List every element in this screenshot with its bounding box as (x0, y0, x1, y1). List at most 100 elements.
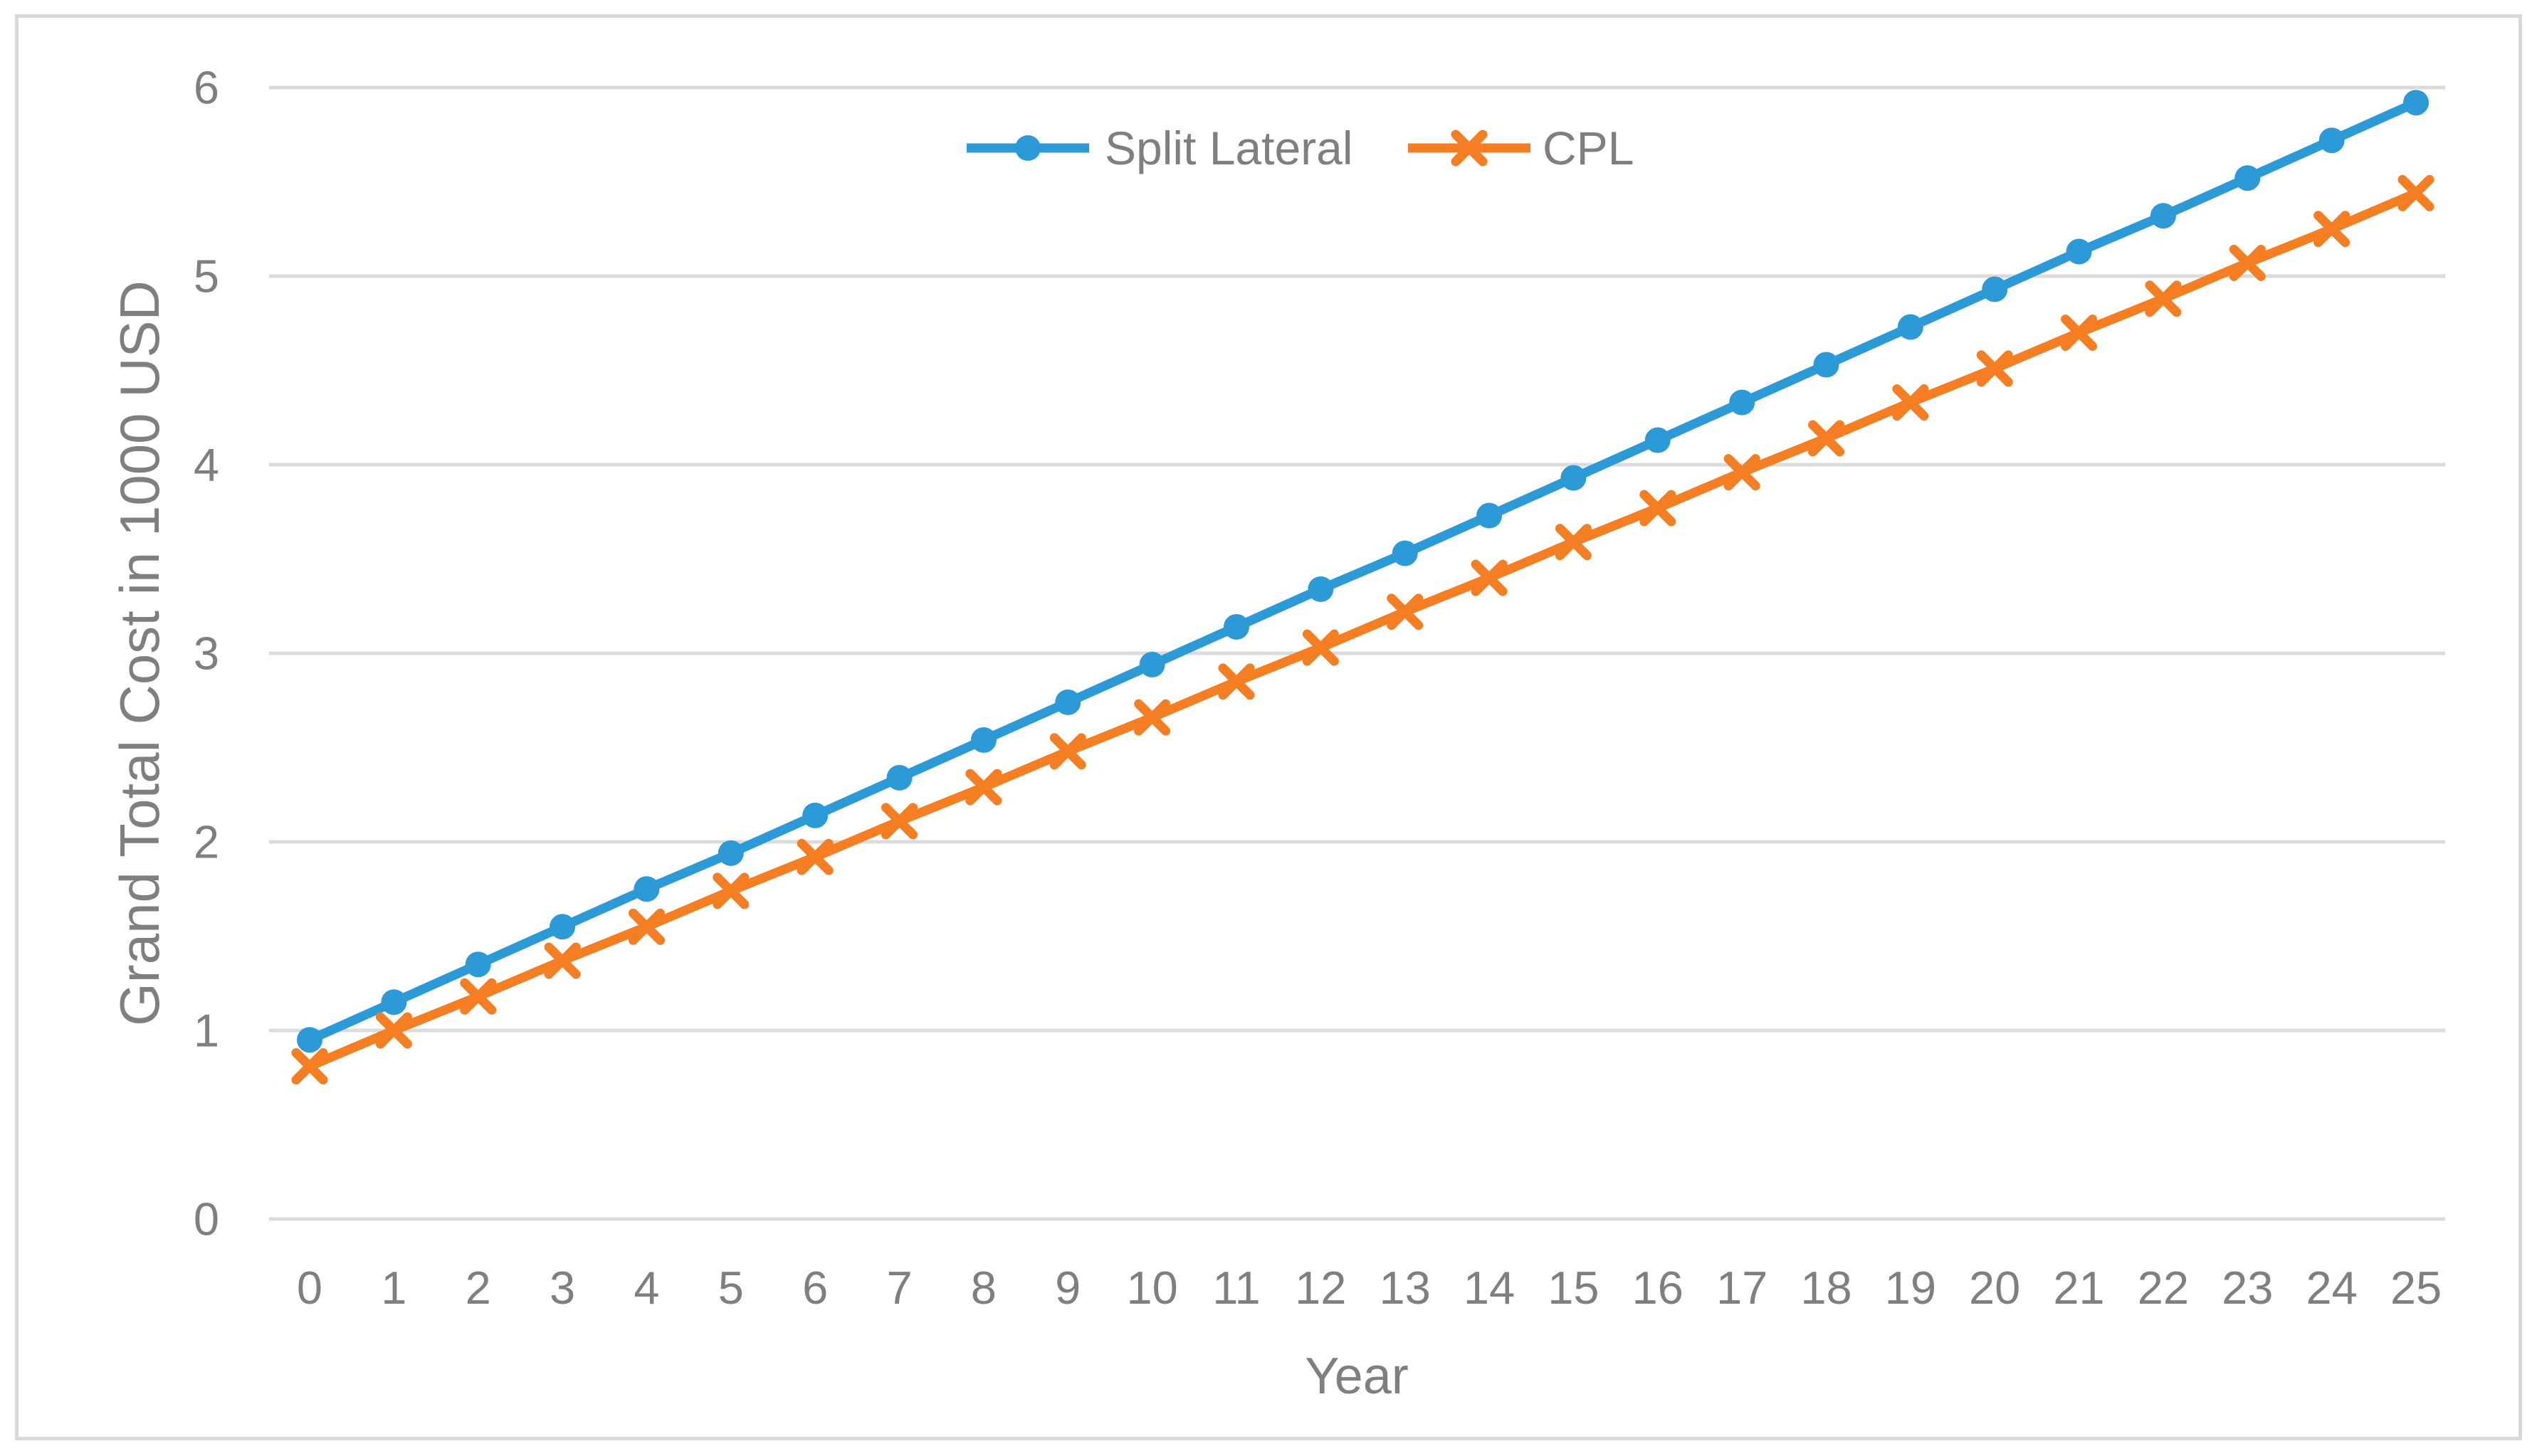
data-point-marker-x (291, 1048, 328, 1085)
legend: Split Lateral CPL (967, 122, 1634, 174)
legend-label: Split Lateral (1105, 122, 1353, 174)
data-point-marker-x (1555, 524, 1592, 561)
data-point-marker-x (713, 872, 750, 909)
data-point-marker-x (1302, 629, 1339, 666)
x-tick-label: 9 (1055, 1262, 1081, 1314)
data-point-marker-circle (1813, 352, 1839, 378)
data-point-marker-x (1639, 490, 1676, 527)
data-point-marker-circle (2234, 165, 2261, 191)
x-tick-label: 8 (971, 1262, 997, 1314)
x-tick-label: 7 (886, 1262, 912, 1314)
data-point-marker-x (1049, 733, 1086, 770)
data-point-marker-circle (1729, 389, 1755, 416)
data-point-marker-x (460, 978, 497, 1015)
data-point-marker-circle (886, 764, 913, 791)
data-point-marker-circle (1223, 613, 1249, 640)
data-point-marker-x (2229, 244, 2266, 281)
data-point-marker-circle (1560, 465, 1587, 491)
x-tick-label: 1 (381, 1262, 406, 1314)
y-tick-label: 0 (194, 1193, 219, 1245)
data-point-marker-x (1134, 699, 1171, 736)
data-point-marker-circle (1644, 427, 1671, 453)
x-tick-label: 15 (1548, 1262, 1599, 1314)
x-tick-label: 24 (2306, 1262, 2357, 1314)
x-tick-label: 10 (1126, 1262, 1177, 1314)
data-point-marker-x (628, 908, 665, 945)
x-axis-tick-labels: 0 1 2 3 4 5 6 7 8 9 10 11 12 13 14 15 16 17 18 19 20 21 22 23 24… (297, 1262, 2442, 1314)
series-line-cpl (305, 188, 2421, 1071)
data-point-marker-x (1976, 350, 2013, 387)
x-tick-label: 11 (1212, 1262, 1260, 1314)
data-point-marker-circle (465, 951, 491, 978)
data-point-marker-x (2061, 315, 2098, 351)
x-tick-label: 18 (1800, 1262, 1851, 1314)
legend-item-cpl: CPL (1408, 122, 1634, 174)
data-point-marker-x (2313, 211, 2350, 248)
y-tick-label: 5 (194, 250, 219, 302)
x-tick-label: 22 (2138, 1262, 2189, 1314)
x-tick-label: 4 (634, 1262, 659, 1314)
data-point-marker-circle (1055, 689, 1081, 715)
data-point-marker-circle (2066, 238, 2092, 265)
x-axis-title: Year (1305, 1348, 1408, 1405)
data-point-marker-circle (1982, 276, 2008, 302)
x-tick-label: 21 (2053, 1262, 2104, 1314)
data-point-marker-circle (381, 989, 407, 1015)
x-tick-label: 14 (1464, 1262, 1515, 1314)
data-point-marker-circle (1139, 651, 1165, 677)
data-point-marker-circle (297, 1027, 322, 1053)
x-tick-label: 23 (2222, 1262, 2273, 1314)
x-tick-label: 20 (1969, 1262, 2020, 1314)
data-point-marker-x (1723, 454, 1760, 491)
series-line-split-lateral (305, 97, 2421, 1045)
y-tick-label: 1 (194, 1005, 219, 1057)
x-tick-label: 0 (297, 1262, 322, 1314)
data-point-marker-x (2397, 174, 2434, 211)
x-tick-label: 13 (1380, 1262, 1431, 1314)
x-tick-label: 2 (466, 1262, 491, 1314)
data-point-marker-x (2145, 280, 2182, 317)
data-point-marker-x (1218, 663, 1255, 700)
series-cpl (291, 174, 2434, 1085)
gridlines (269, 85, 2445, 1221)
data-point-marker-x (544, 942, 581, 979)
x-tick-label: 17 (1716, 1262, 1768, 1314)
x-tick-label: 16 (1632, 1262, 1684, 1314)
data-point-marker-circle (1897, 314, 1923, 340)
data-point-marker-x (797, 838, 834, 875)
x-tick-label: 19 (1885, 1262, 1936, 1314)
legend-circle-marker-icon (1015, 135, 1041, 161)
data-point-marker-circle (1476, 502, 1503, 529)
data-point-marker-circle (1392, 540, 1418, 566)
legend-label: CPL (1543, 122, 1634, 174)
legend-x-marker-icon (1451, 130, 1488, 167)
data-point-marker-x (1387, 594, 1424, 631)
data-point-marker-x (1471, 559, 1508, 596)
y-tick-label: 6 (194, 62, 219, 114)
y-tick-label: 2 (194, 816, 219, 868)
data-point-marker-x (881, 803, 918, 840)
data-point-marker-circle (634, 876, 660, 902)
data-point-marker-circle (2150, 203, 2176, 229)
y-axis-title: Grand Total Cost in 1000 USD (108, 280, 171, 1026)
legend-item-split-lateral: Split Lateral (967, 122, 1353, 174)
x-tick-label: 5 (718, 1262, 744, 1314)
data-point-marker-circle (802, 802, 829, 828)
data-point-marker-circle (718, 840, 744, 866)
y-tick-label: 3 (194, 628, 219, 680)
data-point-marker-x (1807, 420, 1844, 457)
data-point-marker-x (1892, 384, 1929, 421)
x-tick-label: 6 (802, 1262, 828, 1314)
y-axis-tick-labels: 0 1 2 3 4 5 6 (194, 62, 219, 1245)
x-tick-label: 25 (2390, 1262, 2442, 1314)
y-tick-label: 4 (194, 439, 219, 491)
data-point-marker-circle (2318, 127, 2345, 154)
x-tick-label: 12 (1295, 1262, 1346, 1314)
x-tick-label: 3 (550, 1262, 575, 1314)
data-point-marker-circle (1308, 576, 1334, 602)
series-split-lateral (297, 90, 2429, 1053)
data-point-marker-circle (970, 727, 997, 753)
data-point-marker-x (965, 769, 1002, 806)
